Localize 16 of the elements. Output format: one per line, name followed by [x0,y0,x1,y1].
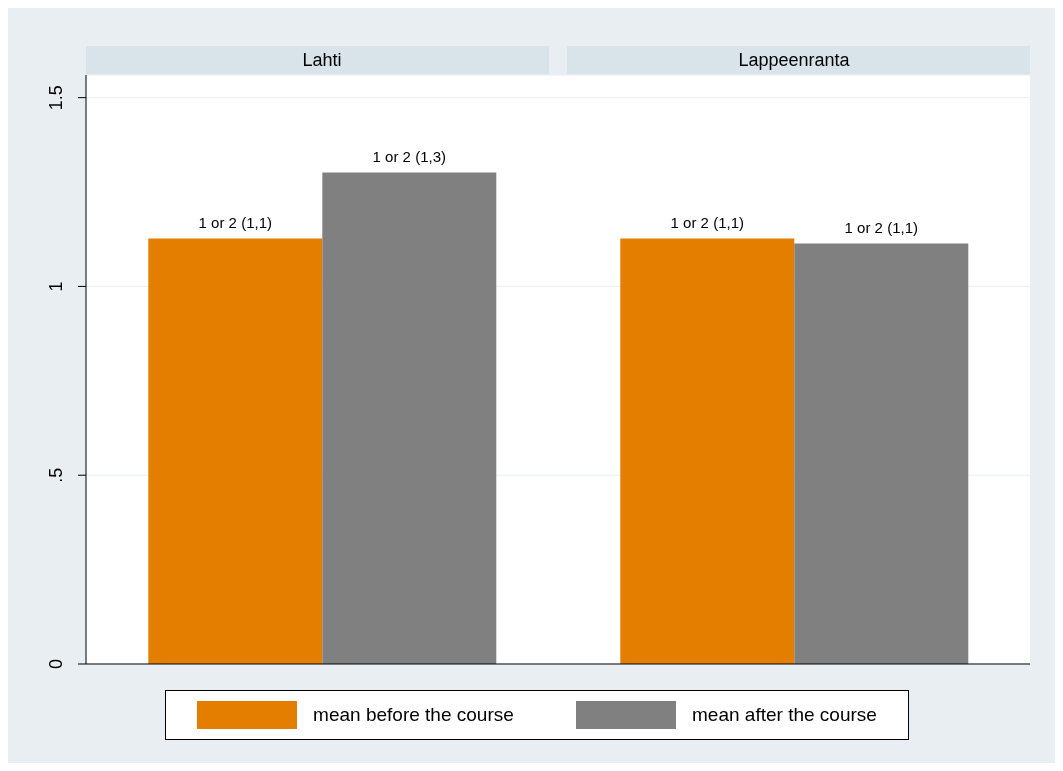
data-label: 1 or 2 (1,1) [844,219,918,237]
bar [794,243,969,664]
data-label: 1 or 2 (1,1) [670,214,744,232]
y-tick-label: .5 [46,467,66,483]
text: mean after the course [692,704,877,726]
data-label: 1 or 2 (1,3) [372,148,446,166]
x-tick-label: Lahti [302,49,342,70]
text: mean before the course [313,704,514,726]
bar [620,238,795,664]
x-tick-label: Lappeenranta [738,49,851,70]
y-tick-label: 0 [46,658,66,670]
data-label: 1 or 2 (1,1) [198,214,272,232]
bar [148,238,323,664]
bar [322,172,497,664]
y-tick-label: 1.5 [46,85,66,111]
y-tick-label: 1 [46,281,66,292]
